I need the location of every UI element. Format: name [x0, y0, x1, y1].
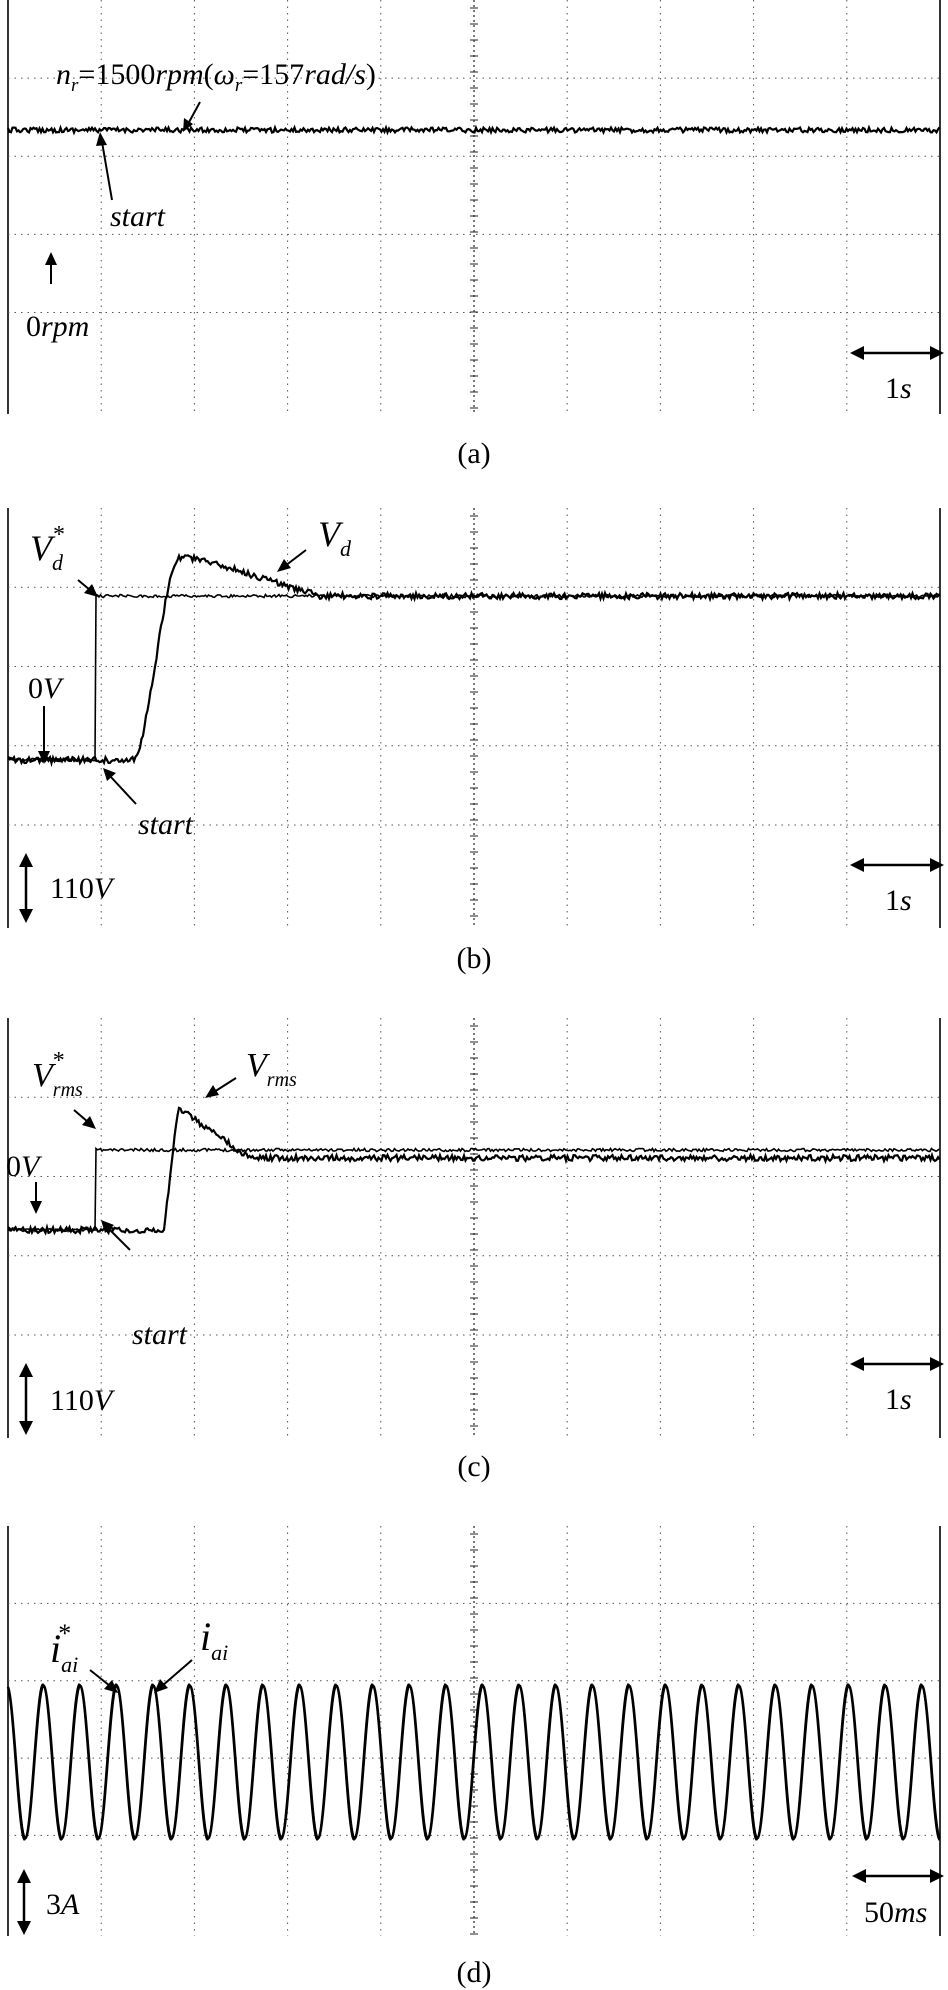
panel-d-plot: iai* iai 3A 50ms [6, 1526, 944, 1936]
panel-b-start-label: start [138, 808, 194, 841]
panel-a-start-arrow [101, 141, 113, 201]
panel-d-grid [7, 1526, 941, 1936]
panel-b-ref-arrow-head [84, 584, 98, 597]
panel-b-zero-label: 0V [28, 672, 65, 705]
panel-c-volt-scale-label: 110V [50, 1384, 116, 1417]
panel-b-volt-scale-top-head [19, 853, 33, 867]
panel-b-ref-label: Vd* [30, 522, 65, 575]
panel-a-time-scale-label: 1s [885, 372, 912, 405]
panel-d-trace-meas [6, 1683, 942, 1841]
panel-c-volt-scale-top-head [19, 1363, 33, 1377]
panel-a-plot: nr=1500rpm(ωr=157rad/s) start 0rpm 1s [6, 0, 944, 414]
panel-b-start-arrow [109, 775, 137, 805]
panel-a-zero-label: 0rpm [26, 310, 89, 343]
panel-c-meas-arrow [213, 1077, 237, 1093]
panel-c-volt-scale-bottom-head [19, 1421, 33, 1435]
panel-d-meas-label: iai [200, 1614, 228, 1665]
panel-d-caption: (d) [456, 1956, 492, 1989]
panel-b-time-scale-label: 1s [885, 884, 912, 917]
panel-c-time-scale-left-head [850, 1357, 864, 1371]
panel-b-time-scale-left-head [850, 858, 864, 872]
panel-c-start-label: start [132, 1318, 188, 1351]
panel-b-time-scale-right-head [930, 858, 944, 872]
panel-a: nr=1500rpm(ωr=157rad/s) start 0rpm 1s (a… [0, 0, 948, 470]
panel-b-meas-arrow-head [277, 559, 291, 572]
panel-d-time-scale-label: 50ms [864, 1896, 927, 1929]
panel-a-caption: (a) [457, 437, 491, 470]
panel-c-trace-meas [7, 1106, 941, 1236]
panel-b: Vd* Vd 0V start 110V 1s (b) [0, 508, 948, 988]
panel-a-speed-label: nr=1500rpm(ωr=157rad/s) [56, 58, 376, 96]
panel-c-start-arrow-head [101, 1220, 114, 1233]
panel-d-meas-arrow-head [154, 1679, 168, 1693]
panel-a-trace-nr [6, 124, 941, 136]
panel-b-ref-arrow [77, 579, 91, 591]
panel-b-volt-scale-label: 110V [50, 872, 116, 905]
panel-d-ref-arrow [89, 1669, 111, 1687]
panel-b-start-arrow-head [103, 768, 116, 781]
panel-b-meas-label: Vd [318, 514, 352, 561]
panel-c-ref-arrow [73, 1109, 89, 1123]
panel-d-ref-label: iai* [50, 1619, 78, 1677]
panel-a-zero-arrow-head [45, 252, 57, 265]
panel-d: iai* iai 3A 50ms (d) [0, 1526, 948, 1989]
panel-a-start-arrow-head [96, 132, 107, 146]
panel-c-time-scale-label: 1s [885, 1383, 912, 1416]
panel-b-volt-scale-bottom-head [19, 909, 33, 923]
panel-b-caption: (b) [456, 942, 492, 975]
panel-d-current-scale-top-head [17, 1869, 31, 1883]
panel-c-plot: Vrms* Vrms 0V start 110V 1s [6, 1018, 944, 1438]
panel-d-ref-arrow-head [104, 1680, 118, 1693]
panel-c-zero-arrow-head [30, 1201, 42, 1214]
panel-b-plot: Vd* Vd 0V start 110V 1s [7, 508, 944, 928]
panel-c-zero-label: 0V [6, 1150, 43, 1183]
panel-a-start-label: start [110, 200, 166, 233]
panel-b-zero-arrow-head [38, 751, 50, 764]
panel-a-time-scale-right-head [930, 346, 944, 360]
panel-d-current-scale-label: 3A [46, 1888, 80, 1921]
panel-c-meas-label: Vrms [246, 1047, 297, 1091]
panel-a-speed-arrow [187, 101, 201, 125]
panel-b-meas-arrow [284, 549, 307, 567]
panel-d-time-scale-right-head [930, 1869, 944, 1883]
panel-a-speed-arrow-head [183, 118, 193, 132]
panel-d-meas-arrow [161, 1659, 193, 1687]
panel-c-ref-label: Vrms* [32, 1048, 83, 1101]
panel-c-time-scale-right-head [930, 1357, 944, 1371]
panel-c-trace-ref [7, 1146, 940, 1233]
panel-d-time-scale-left-head [852, 1869, 866, 1883]
panel-c: Vrms* Vrms 0V start 110V 1s (c) [0, 1018, 948, 1498]
panel-d-current-scale-bottom-head [17, 1921, 31, 1935]
panel-a-time-scale-left-head [850, 346, 864, 360]
panel-b-grid [7, 508, 941, 928]
panel-c-start-arrow [107, 1227, 131, 1251]
panel-a-grid [7, 0, 941, 414]
panel-c-caption: (c) [457, 1450, 491, 1483]
panel-c-ref-arrow-head [82, 1116, 96, 1129]
panel-b-trace-meas [7, 552, 940, 768]
panel-c-meas-arrow-head [205, 1085, 219, 1098]
